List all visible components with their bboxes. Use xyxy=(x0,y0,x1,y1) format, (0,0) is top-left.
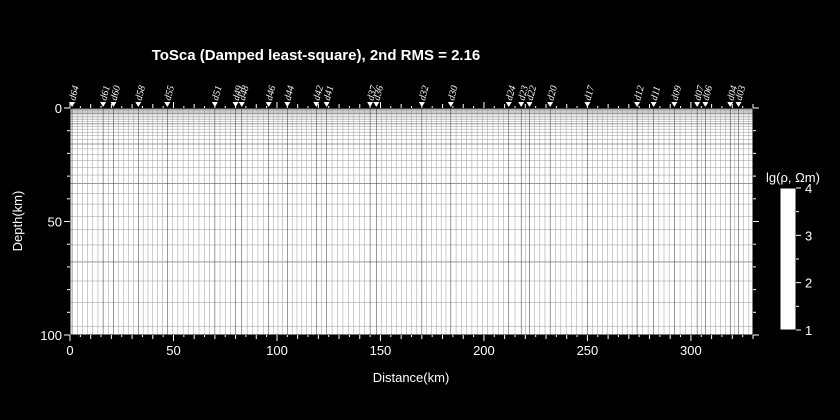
colorbar-tick-label: 2 xyxy=(805,276,812,291)
station-marker xyxy=(232,102,239,107)
station-label: d11 xyxy=(649,85,663,102)
station-label: d22 xyxy=(525,84,540,101)
station-label: d17 xyxy=(583,83,598,101)
station-marker xyxy=(164,102,171,107)
station-marker xyxy=(518,102,525,107)
station-marker xyxy=(135,102,142,107)
station-marker xyxy=(367,102,374,107)
station-label: d51 xyxy=(210,84,225,101)
station-marker xyxy=(694,102,701,107)
colorbar: lg(ρ, Ωm) 1 2 3 4 xyxy=(766,170,820,338)
y-tick-label: 0 xyxy=(55,101,62,116)
station-label: d04 xyxy=(726,84,741,101)
station-label: d36 xyxy=(372,84,387,101)
station-marker xyxy=(373,102,380,107)
colorbar-tick-label: 3 xyxy=(805,228,812,243)
station-marker xyxy=(547,102,554,107)
x-tick-label: 250 xyxy=(577,343,599,358)
station-marker xyxy=(447,102,454,107)
station-label: d41 xyxy=(322,84,337,101)
station-marker xyxy=(110,102,117,107)
station-label: d20 xyxy=(545,84,560,101)
x-tick-label: 300 xyxy=(680,343,702,358)
station-label: d49 xyxy=(231,84,246,101)
station-label: d06 xyxy=(701,84,716,101)
x-axis: 0 50 100 150 200 250 300 xyxy=(66,102,754,358)
station-marker xyxy=(211,102,218,107)
y-tick-label: 50 xyxy=(48,215,62,230)
station-label: d12 xyxy=(632,84,647,101)
colorbar-scale xyxy=(779,187,797,331)
station-label: d03 xyxy=(734,84,749,101)
station-label: d24 xyxy=(504,84,519,101)
station-label: d60 xyxy=(109,84,124,101)
station-marker xyxy=(526,102,533,107)
station-label: d55 xyxy=(163,84,178,101)
station-marker xyxy=(418,102,425,107)
station-label: d44 xyxy=(283,84,298,101)
station-label: d61 xyxy=(98,84,113,101)
chart-title: ToSca (Damped least-square), 2nd RMS = 2… xyxy=(152,47,481,64)
colorbar-ticks: 1 2 3 4 xyxy=(796,181,812,338)
x-tick-label: 150 xyxy=(370,343,392,358)
x-axis-label: Distance(km) xyxy=(373,370,450,385)
x-tick-label: 200 xyxy=(473,343,495,358)
station-marker xyxy=(650,102,657,107)
x-tick-label: 50 xyxy=(166,343,180,358)
station-label: d48 xyxy=(237,84,252,101)
station-label: d32 xyxy=(417,84,432,101)
x-tick-label: 0 xyxy=(66,343,73,358)
station-marker xyxy=(584,102,591,107)
station-marker xyxy=(702,102,709,107)
y-axis: 0 50 100 xyxy=(40,101,759,343)
colorbar-tick-label: 4 xyxy=(805,181,812,196)
station-label: d37 xyxy=(365,83,380,101)
station-marker xyxy=(69,102,76,107)
station-label: d30 xyxy=(446,84,461,101)
station-marker xyxy=(284,102,291,107)
station-marker xyxy=(265,102,272,107)
station-marker xyxy=(313,102,320,107)
station-label: d23 xyxy=(516,84,531,101)
station-label: d42 xyxy=(312,84,327,101)
x-tick-label: 100 xyxy=(266,343,288,358)
station-marker xyxy=(505,102,512,107)
station-marker xyxy=(727,102,734,107)
station-label: d07 xyxy=(692,83,707,101)
station-marker xyxy=(100,102,107,107)
station-label: d58 xyxy=(134,84,149,101)
station-marker xyxy=(671,102,678,107)
station-marker xyxy=(634,102,641,107)
colorbar-label: lg(ρ, Ωm) xyxy=(766,170,820,185)
station-label: d46 xyxy=(264,84,279,101)
station-label: d09 xyxy=(670,84,685,101)
y-axis-label: Depth(km) xyxy=(10,191,25,252)
station-label: d64 xyxy=(67,84,82,101)
colorbar-tick-label: 1 xyxy=(805,323,812,338)
station-marker xyxy=(323,102,330,107)
y-tick-label: 100 xyxy=(40,328,62,343)
station-marker xyxy=(735,102,742,107)
station-marker xyxy=(238,102,245,107)
